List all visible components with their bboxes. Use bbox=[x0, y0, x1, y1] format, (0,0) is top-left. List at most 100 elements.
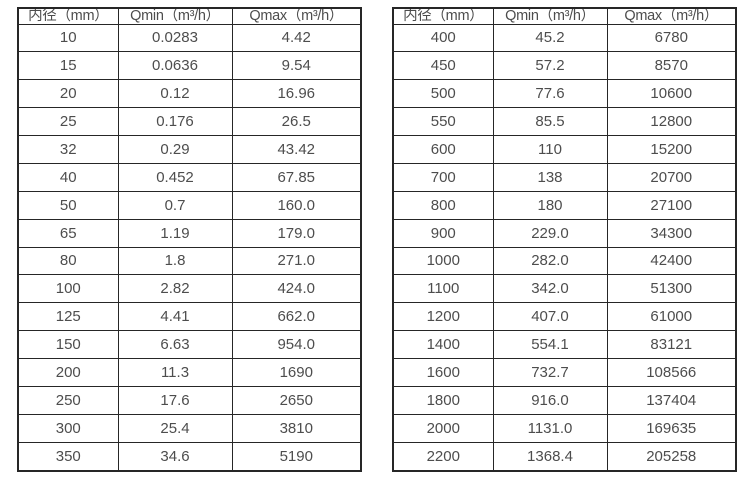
cell-qmin: 25.4 bbox=[117, 413, 233, 443]
cell-qmax: 137404 bbox=[606, 385, 737, 415]
table-row: 1800 916.0 137404 bbox=[392, 385, 737, 415]
table-row: 15 0.0636 9.54 bbox=[17, 51, 362, 81]
cell-qmin: 110 bbox=[492, 135, 608, 164]
cell-qmin: 0.0636 bbox=[117, 51, 233, 81]
cell-qmax: 83121 bbox=[606, 330, 737, 359]
cell-qmin: 2.82 bbox=[117, 274, 233, 304]
header-row: 内径（mm） Qmin（m³/h） Qmax（m³/h） bbox=[392, 7, 737, 25]
table-row: 2000 1131.0 169635 bbox=[392, 413, 737, 443]
cell-qmax: 160.0 bbox=[231, 190, 362, 220]
cell-qmax: 424.0 bbox=[231, 274, 362, 304]
cell-qmax: 12800 bbox=[606, 107, 737, 136]
cell-qmin: 0.0283 bbox=[117, 23, 233, 53]
cell-inner-diameter: 100 bbox=[17, 274, 119, 304]
cell-qmax: 169635 bbox=[606, 413, 737, 443]
cell-qmax: 108566 bbox=[606, 358, 737, 387]
table-row: 350 34.6 5190 bbox=[17, 441, 362, 472]
cell-qmin: 554.1 bbox=[492, 330, 608, 359]
cell-inner-diameter: 800 bbox=[392, 190, 494, 220]
cell-qmax: 67.85 bbox=[231, 162, 362, 192]
cell-inner-diameter: 2000 bbox=[392, 413, 494, 443]
table-row: 450 57.2 8570 bbox=[392, 51, 737, 81]
cell-inner-diameter: 350 bbox=[17, 441, 119, 472]
table-row: 1400 554.1 83121 bbox=[392, 330, 737, 359]
cell-qmin: 17.6 bbox=[117, 385, 233, 415]
cell-inner-diameter: 10 bbox=[17, 23, 119, 53]
cell-inner-diameter: 150 bbox=[17, 330, 119, 359]
cell-qmin: 1.8 bbox=[117, 246, 233, 276]
cell-qmin: 180 bbox=[492, 190, 608, 220]
table-row: 400 45.2 6780 bbox=[392, 23, 737, 53]
flow-table-large-diameters: 内径（mm） Qmin（m³/h） Qmax（m³/h） 400 45.2 6780… bbox=[392, 7, 737, 472]
cell-qmin: 342.0 bbox=[492, 274, 608, 304]
cell-inner-diameter: 25 bbox=[17, 107, 119, 136]
cell-qmax: 9.54 bbox=[231, 51, 362, 81]
cell-inner-diameter: 1400 bbox=[392, 330, 494, 359]
cell-inner-diameter: 550 bbox=[392, 107, 494, 136]
table-row: 2200 1368.4 205258 bbox=[392, 441, 737, 472]
cell-qmax: 205258 bbox=[606, 441, 737, 472]
cell-inner-diameter: 50 bbox=[17, 190, 119, 220]
table-row: 100 2.82 424.0 bbox=[17, 274, 362, 304]
cell-qmax: 4.42 bbox=[231, 23, 362, 53]
cell-qmin: 1131.0 bbox=[492, 413, 608, 443]
table-row: 10 0.0283 4.42 bbox=[17, 23, 362, 53]
cell-qmin: 282.0 bbox=[492, 246, 608, 276]
table-row: 900 229.0 34300 bbox=[392, 218, 737, 248]
cell-qmin: 732.7 bbox=[492, 358, 608, 387]
cell-qmax: 954.0 bbox=[231, 330, 362, 359]
cell-qmax: 61000 bbox=[606, 302, 737, 332]
cell-qmax: 34300 bbox=[606, 218, 737, 248]
cell-qmin: 0.176 bbox=[117, 107, 233, 136]
cell-inner-diameter: 20 bbox=[17, 79, 119, 109]
col-header-qmin: Qmin（m³/h） bbox=[117, 7, 233, 25]
table-row: 80 1.8 271.0 bbox=[17, 246, 362, 276]
cell-inner-diameter: 1100 bbox=[392, 274, 494, 304]
cell-qmax: 8570 bbox=[606, 51, 737, 81]
cell-qmin: 57.2 bbox=[492, 51, 608, 81]
cell-qmax: 179.0 bbox=[231, 218, 362, 248]
table-row: 20 0.12 16.96 bbox=[17, 79, 362, 109]
cell-qmax: 3810 bbox=[231, 413, 362, 443]
cell-qmin: 138 bbox=[492, 162, 608, 192]
cell-qmax: 15200 bbox=[606, 135, 737, 164]
table-row: 700 138 20700 bbox=[392, 162, 737, 192]
cell-qmax: 662.0 bbox=[231, 302, 362, 332]
table-row: 800 180 27100 bbox=[392, 190, 737, 220]
table-row: 150 6.63 954.0 bbox=[17, 330, 362, 359]
table-row: 250 17.6 2650 bbox=[17, 385, 362, 415]
cell-inner-diameter: 80 bbox=[17, 246, 119, 276]
cell-inner-diameter: 300 bbox=[17, 413, 119, 443]
cell-inner-diameter: 2200 bbox=[392, 441, 494, 472]
cell-inner-diameter: 200 bbox=[17, 358, 119, 387]
table-row: 125 4.41 662.0 bbox=[17, 302, 362, 332]
cell-qmin: 1368.4 bbox=[492, 441, 608, 472]
col-header-qmin: Qmin（m³/h） bbox=[492, 7, 608, 25]
cell-qmax: 6780 bbox=[606, 23, 737, 53]
table-row: 500 77.6 10600 bbox=[392, 79, 737, 109]
table-row: 300 25.4 3810 bbox=[17, 413, 362, 443]
cell-qmin: 407.0 bbox=[492, 302, 608, 332]
cell-inner-diameter: 400 bbox=[392, 23, 494, 53]
cell-inner-diameter: 40 bbox=[17, 162, 119, 192]
cell-qmax: 10600 bbox=[606, 79, 737, 109]
cell-qmax: 1690 bbox=[231, 358, 362, 387]
cell-inner-diameter: 1000 bbox=[392, 246, 494, 276]
table-row: 65 1.19 179.0 bbox=[17, 218, 362, 248]
cell-qmax: 16.96 bbox=[231, 79, 362, 109]
cell-qmin: 85.5 bbox=[492, 107, 608, 136]
cell-qmin: 4.41 bbox=[117, 302, 233, 332]
flow-table-small-diameters: 内径（mm） Qmin（m³/h） Qmax（m³/h） 10 0.0283 4.4… bbox=[17, 7, 362, 472]
cell-qmin: 34.6 bbox=[117, 441, 233, 472]
cell-qmax: 43.42 bbox=[231, 135, 362, 164]
cell-qmin: 0.452 bbox=[117, 162, 233, 192]
cell-qmin: 0.29 bbox=[117, 135, 233, 164]
cell-qmin: 6.63 bbox=[117, 330, 233, 359]
table-row: 200 11.3 1690 bbox=[17, 358, 362, 387]
cell-inner-diameter: 125 bbox=[17, 302, 119, 332]
cell-qmin: 1.19 bbox=[117, 218, 233, 248]
cell-inner-diameter: 65 bbox=[17, 218, 119, 248]
cell-qmax: 26.5 bbox=[231, 107, 362, 136]
cell-inner-diameter: 700 bbox=[392, 162, 494, 192]
cell-qmax: 27100 bbox=[606, 190, 737, 220]
